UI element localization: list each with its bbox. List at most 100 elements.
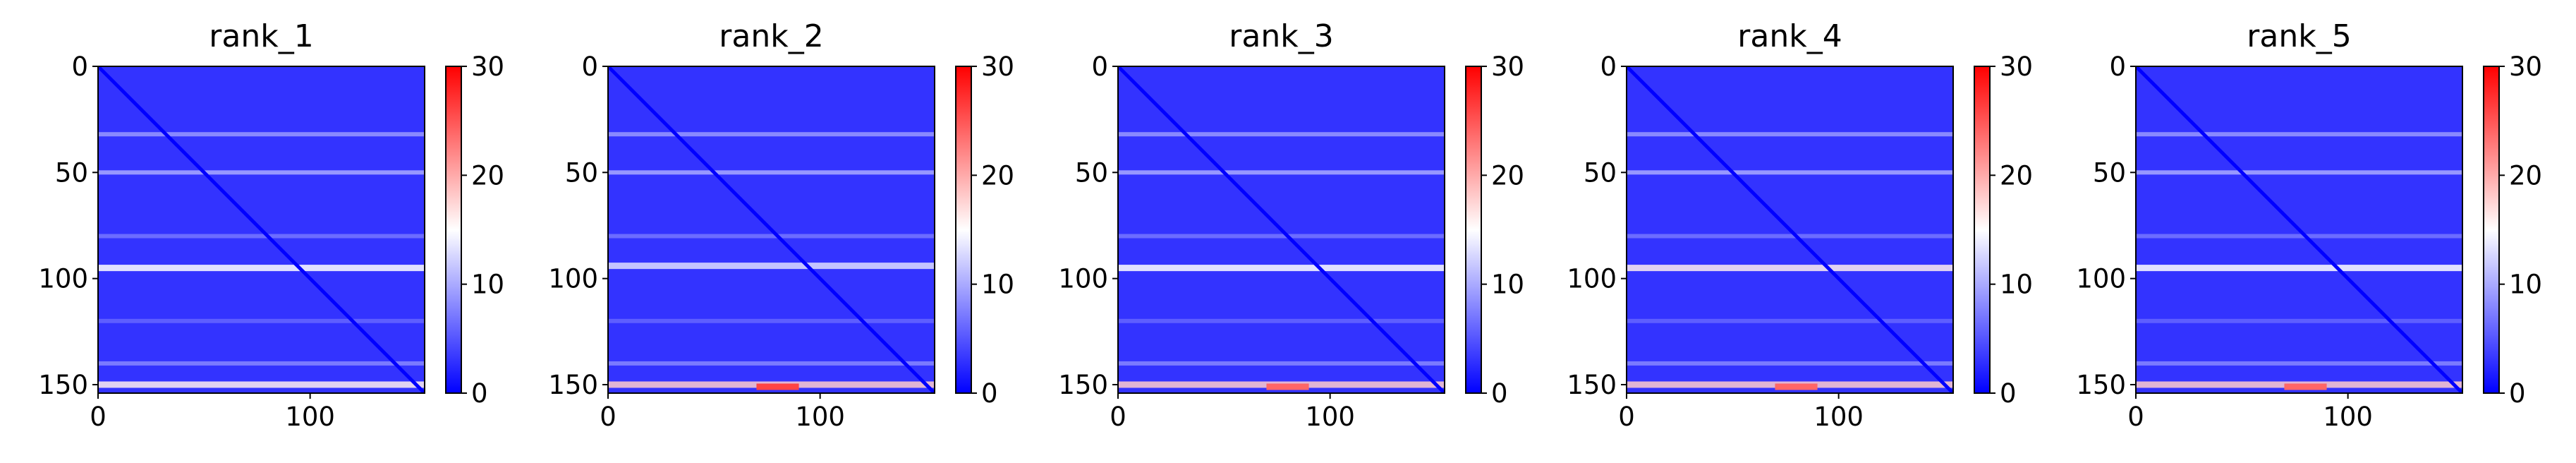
heatmap-hot-spot (1266, 383, 1309, 390)
colorbar: 0 10 20 30 (955, 52, 1014, 409)
heatmap-row-band (1118, 361, 1445, 366)
chart-title: rank_5 (2247, 18, 2351, 54)
heatmap-diagonal (1118, 66, 1445, 393)
x-tick-label: 0 (600, 402, 616, 432)
y-tick-label: 50 (55, 157, 88, 188)
heatmap-row-band (2136, 265, 2462, 272)
y-tick-label: 150 (38, 370, 88, 400)
colorbar-tick-label: 10 (1491, 270, 1524, 300)
colorbar-gradient (955, 66, 972, 394)
y-tick-label: 100 (38, 264, 88, 294)
colorbar-tick-label: 0 (981, 378, 998, 409)
heatmap-diagonal (98, 66, 425, 393)
heatmap-row-band (608, 361, 935, 366)
colorbar-tick-label: 30 (1491, 52, 1524, 82)
y-tick-label: 0 (71, 52, 88, 82)
y-tick-label: 50 (1584, 157, 1617, 188)
heatmap-row-band (98, 265, 425, 272)
heatmap-row-band (1118, 132, 1445, 137)
colorbar: 0 10 20 30 (1974, 52, 2033, 409)
colorbar-tick-label: 20 (1491, 160, 1524, 191)
y-tick-label: 100 (548, 264, 598, 294)
colorbar: 0 10 20 30 (445, 52, 504, 409)
chart-title: rank_3 (1229, 18, 1333, 54)
x-tick-label: 100 (795, 402, 845, 432)
colorbar-tick-label: 30 (471, 52, 504, 82)
colorbar: 0 10 20 30 (1465, 52, 1524, 409)
heatmap-row-band (2136, 170, 2462, 175)
heatmap-cells (1627, 66, 1953, 393)
heatmap-row-band (608, 132, 935, 137)
heatmap-row-band (608, 170, 935, 175)
colorbar-tick-label: 30 (2509, 52, 2542, 82)
heatmap-row-band (1627, 361, 1953, 366)
colorbar-tick-label: 0 (1491, 378, 1508, 409)
colorbar-tick-label: 10 (2509, 270, 2542, 300)
y-tick-label: 0 (1600, 52, 1617, 82)
axes-frame (1626, 66, 1954, 394)
axes-frame (1117, 66, 1445, 394)
y-tick-label: 150 (2076, 370, 2126, 400)
heatmap-row-band (1118, 318, 1445, 323)
heatmap-row-band (98, 234, 425, 239)
axes-frame (607, 66, 935, 394)
heatmap-row-band (1118, 265, 1445, 272)
heatmap-row-band (2136, 361, 2462, 366)
colorbar-tick-label: 0 (2000, 378, 2017, 409)
x-tick-label: 0 (1110, 402, 1126, 432)
colorbar-tick-label: 10 (981, 270, 1014, 300)
heatmap-row-band (98, 361, 425, 366)
chart-title: rank_4 (1737, 18, 1842, 54)
heatmap-row-band (1627, 132, 1953, 137)
heatmap-diagonal (2136, 66, 2462, 393)
y-tick-label: 100 (1058, 264, 1108, 294)
y-tick-label: 100 (2076, 264, 2126, 294)
colorbar-tick-label: 30 (981, 52, 1014, 82)
colorbar-gradient (2483, 66, 2500, 394)
colorbar-tick-label: 20 (471, 160, 504, 191)
heatmap-hot-spot (1775, 383, 1818, 390)
heatmap-row-band (2136, 132, 2462, 137)
heatmap-hot-spot (2284, 383, 2327, 390)
chart-title: rank_2 (719, 18, 823, 54)
x-tick-label: 100 (2323, 402, 2373, 432)
heatmap-cells (98, 66, 425, 393)
colorbar-tick-label: 20 (981, 160, 1014, 191)
heatmap-row-band (98, 132, 425, 137)
heatmap-row-band (2136, 318, 2462, 323)
heatmap-row-band (1627, 318, 1953, 323)
heatmap-row-band (608, 234, 935, 239)
colorbar-tick-label: 10 (2000, 270, 2033, 300)
heatmap-row-band (1627, 234, 1953, 239)
colorbar-gradient (1465, 66, 1482, 394)
y-tick-label: 50 (1075, 157, 1108, 188)
heatmap-row-band (608, 263, 935, 270)
y-tick-label: 50 (2093, 157, 2126, 188)
heatmap-row-band (1627, 170, 1953, 175)
y-tick-label: 0 (1091, 52, 1108, 82)
heatmap-diagonal (608, 66, 935, 393)
heatmap-cells (1118, 66, 1445, 393)
x-tick-label: 100 (1813, 402, 1864, 432)
heatmap-cells (608, 66, 935, 393)
colorbar-tick-label: 30 (2000, 52, 2033, 82)
heatmap-hot-spot (756, 383, 799, 390)
colorbar-tick-label: 10 (471, 270, 504, 300)
colorbar-gradient (1974, 66, 1991, 394)
x-tick-label: 100 (1305, 402, 1355, 432)
heatmap-row-band (608, 318, 935, 323)
y-tick-label: 50 (565, 157, 598, 188)
y-tick-label: 0 (2109, 52, 2126, 82)
heatmap-row-band (1118, 170, 1445, 175)
heatmap-row-band (98, 318, 425, 323)
axes-frame (2135, 66, 2463, 394)
y-tick-label: 150 (548, 370, 598, 400)
y-tick-label: 100 (1567, 264, 1617, 294)
colorbar-tick-label: 20 (2509, 160, 2542, 191)
